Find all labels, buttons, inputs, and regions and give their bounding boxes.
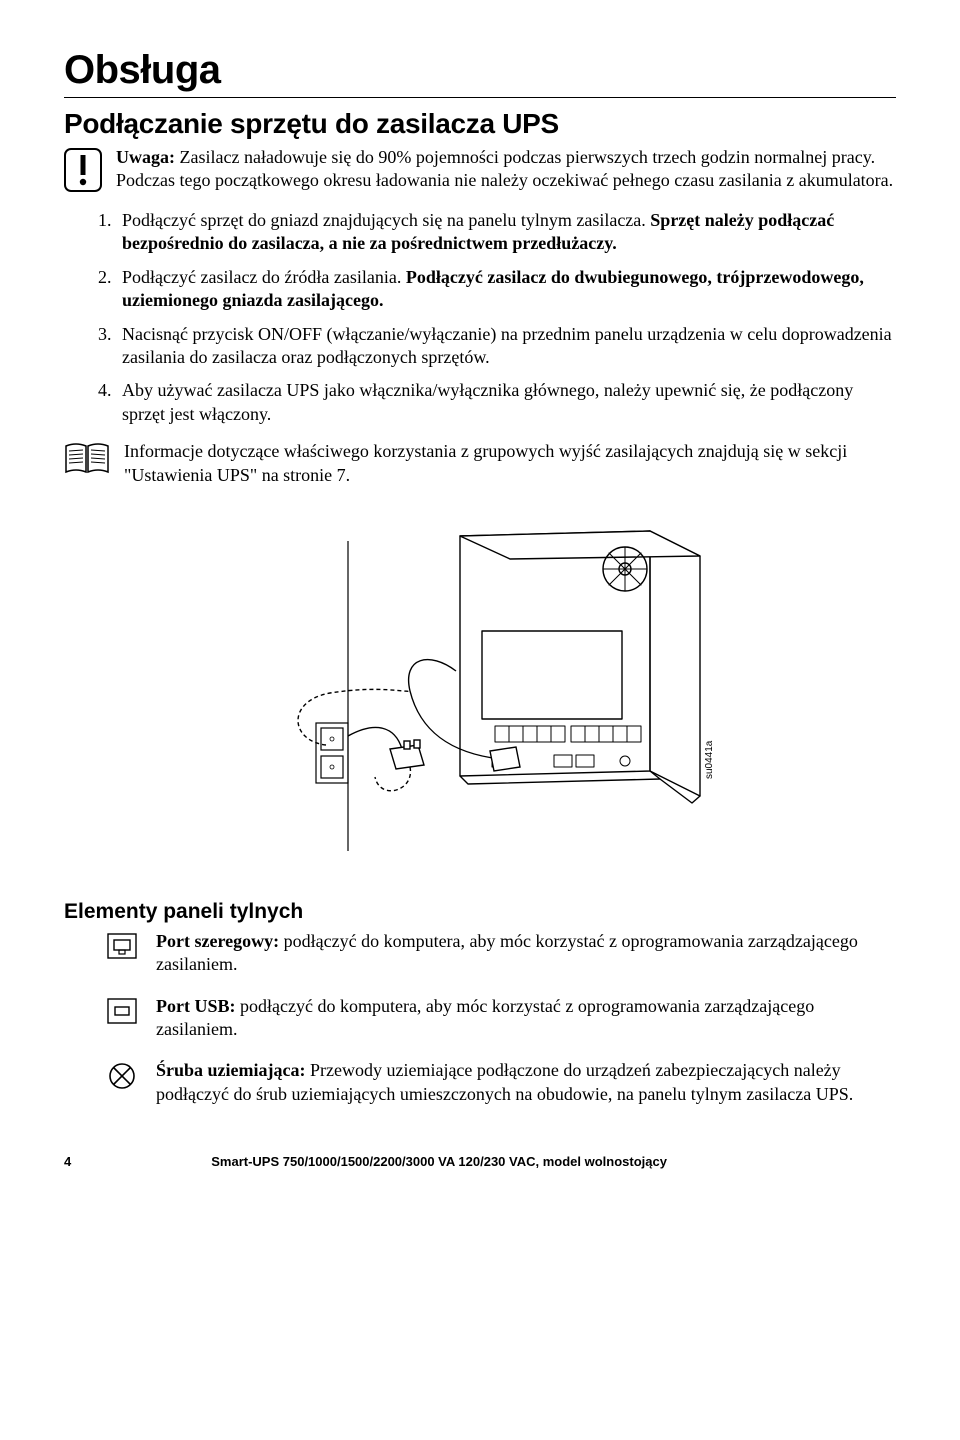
- step-2: Podłączyć zasilacz do źródła zasilania. …: [116, 266, 896, 313]
- warning-icon: [64, 148, 102, 197]
- title-rule: [64, 97, 896, 98]
- note-body: Zasilacz naładowuje się do 90% pojemnośc…: [116, 147, 893, 190]
- step-3: Nacisnąć przycisk ON/OFF (włączanie/wyłą…: [116, 323, 896, 370]
- footer-page-number: 4: [64, 1154, 71, 1169]
- step-4: Aby używać zasilacza UPS jako włącznika/…: [116, 379, 896, 426]
- serial-port-icon: [104, 932, 140, 960]
- warning-note: Uwaga: Zasilacz naładowuje się do 90% po…: [64, 146, 896, 197]
- port-list: Port szeregowy: podłączyć do komputera, …: [64, 930, 896, 1106]
- warning-text: Uwaga: Zasilacz naładowuje się do 90% po…: [116, 146, 896, 193]
- port-text-usb: Port USB: podłączyć do komputera, aby mó…: [156, 995, 896, 1042]
- step2-a: Podłączyć zasilacz do źródła zasilania.: [122, 267, 406, 287]
- ground-screw-icon: [104, 1061, 140, 1091]
- info-note: Informacje dotyczące właściwego korzysta…: [64, 440, 896, 487]
- section-title-rearpanel: Elementy paneli tylnych: [64, 900, 896, 924]
- book-icon: [64, 442, 110, 481]
- port1-label: Port szeregowy:: [156, 931, 279, 951]
- note-label: Uwaga:: [116, 147, 175, 167]
- port2-body: podłączyć do komputera, aby móc korzysta…: [156, 996, 814, 1039]
- port-text-ground: Śruba uziemiająca: Przewody uziemiające …: [156, 1059, 896, 1106]
- port2-label: Port USB:: [156, 996, 236, 1016]
- port-item-usb: Port USB: podłączyć do komputera, aby mó…: [104, 995, 896, 1042]
- footer-model: Smart-UPS 750/1000/1500/2200/3000 VA 120…: [211, 1154, 667, 1169]
- section-title-connect: Podłączanie sprzętu do zasilacza UPS: [64, 108, 896, 140]
- page-footer: 4 Smart-UPS 750/1000/1500/2200/3000 VA 1…: [64, 1154, 896, 1169]
- figure-code-text: su0441a: [704, 740, 715, 779]
- port-item-ground: Śruba uziemiająca: Przewody uziemiające …: [104, 1059, 896, 1106]
- steps-list: Podłączyć sprzęt do gniazd znajdujących …: [116, 209, 896, 426]
- main-title: Obsługa: [64, 48, 896, 93]
- usb-port-icon: [104, 997, 140, 1025]
- port-text-serial: Port szeregowy: podłączyć do komputera, …: [156, 930, 896, 977]
- step1-a: Podłączyć sprzęt do gniazd znajdujących …: [122, 210, 650, 230]
- ups-figure: su0441a: [64, 501, 896, 876]
- step-1: Podłączyć sprzęt do gniazd znajdujących …: [116, 209, 896, 256]
- info-text: Informacje dotyczące właściwego korzysta…: [124, 440, 896, 487]
- port3-label: Śruba uziemiająca:: [156, 1060, 305, 1080]
- port-item-serial: Port szeregowy: podłączyć do komputera, …: [104, 930, 896, 977]
